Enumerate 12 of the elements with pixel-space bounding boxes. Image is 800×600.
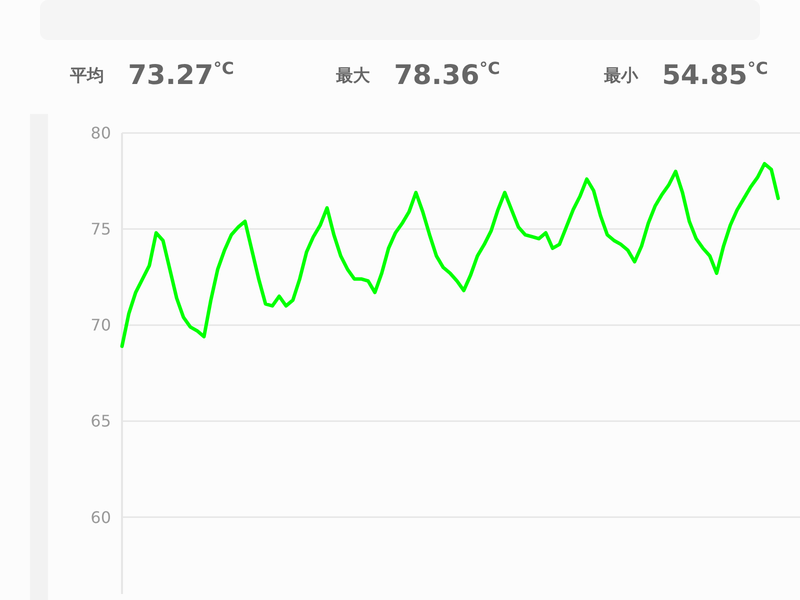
y-tick-label: 65 — [90, 412, 111, 431]
text: 最小 — [603, 66, 639, 86]
text: 54.85$^{°C}$ — [662, 58, 768, 91]
y-tick-label: 70 — [90, 316, 111, 335]
text: 78.36$^{°C}$ — [394, 58, 500, 91]
text: 平均 — [69, 66, 104, 86]
y-tick-label: 75 — [90, 220, 111, 239]
y-tick-label: 80 — [90, 124, 111, 143]
y-tick-label: 60 — [90, 508, 111, 527]
text: 最大 — [335, 66, 371, 86]
line-series — [120, 162, 780, 348]
text: 73.27$^{°C}$ — [128, 58, 234, 91]
